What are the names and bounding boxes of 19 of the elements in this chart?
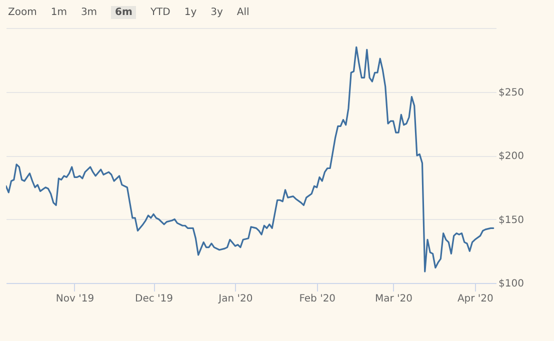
x-tick-label: Nov '19 xyxy=(56,294,94,304)
y-tick-label: $200 xyxy=(498,151,524,162)
text: 1y xyxy=(184,6,197,18)
text: YTD xyxy=(150,6,170,18)
text: 6m xyxy=(111,6,136,18)
text: All xyxy=(236,6,250,18)
y-tick-label: $100 xyxy=(498,278,524,290)
text: 3y xyxy=(210,6,223,18)
x-tick-label: Feb '20 xyxy=(299,294,336,304)
y-tick-label: $250 xyxy=(498,87,524,98)
x-tick-label: Apr '20 xyxy=(457,294,494,304)
text: 1m xyxy=(50,6,67,18)
x-tick-label: Mar '20 xyxy=(374,294,413,304)
y-tick-label: $150 xyxy=(498,214,524,226)
text: 3m xyxy=(80,6,98,18)
x-tick-label: Dec '19 xyxy=(135,294,174,304)
line-series xyxy=(6,46,494,272)
text: Zoom xyxy=(8,6,37,18)
x-tick-label: Jan '20 xyxy=(218,294,253,304)
